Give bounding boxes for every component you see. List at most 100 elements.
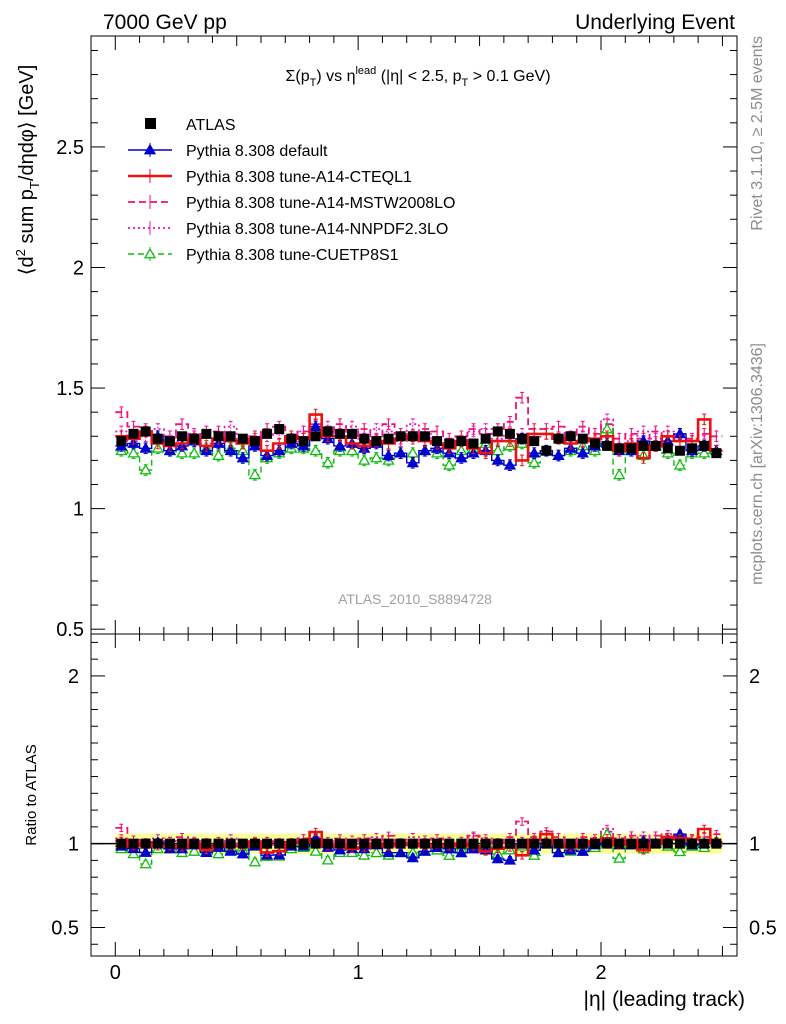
- plot-title: Σ(pT) vs ηlead (|η| < 2.5, pT > 0.1 GeV): [285, 65, 550, 89]
- atlas-point: [638, 838, 649, 849]
- legend-pythia-8-308-tune-a14-cteql1-label: Pythia 8.308 tune-A14-CTEQL1: [186, 169, 412, 186]
- pythia-8-308-default-marker: [236, 451, 249, 463]
- main-series: [115, 391, 723, 481]
- legend-pythia-8-308-default-label: Pythia 8.308 default: [186, 143, 328, 160]
- pythia-8-308-tune-cuetp8s1-marker: [139, 463, 152, 475]
- atlas-point: [480, 838, 491, 849]
- ratio-x-axis: [114, 634, 723, 956]
- pythia-8-308-tune-cuetp8s1-marker: [188, 446, 201, 458]
- pythia-8-308-default-marker: [382, 449, 395, 460]
- atlas-point: [225, 431, 236, 442]
- legend-pythia-8-308-tune-cuetp8s1-marker: [143, 247, 157, 259]
- ratio-y-tick-label-right: 1: [749, 834, 760, 856]
- pythia-8-308-default-marker: [576, 446, 589, 458]
- atlas-point: [322, 838, 333, 849]
- atlas-point: [201, 428, 212, 439]
- atlas-point: [116, 838, 127, 849]
- atlas-point: [334, 838, 345, 849]
- atlas-point: [541, 838, 552, 849]
- pythia-8-308-tune-cuetp8s1-marker: [309, 444, 322, 456]
- pythia-8-308-tune-cuetp8s1-marker: [370, 846, 383, 858]
- pythia-8-308-default-marker: [552, 449, 565, 460]
- ratio-y-tick-label: 0.5: [51, 917, 79, 939]
- atlas-point: [602, 838, 613, 849]
- pythia-8-308-tune-cuetp8s1-marker: [358, 454, 371, 465]
- pythia-8-308-tune-cuetp8s1-marker: [345, 444, 359, 456]
- atlas-point: [310, 838, 321, 849]
- x-tick-label: 0: [110, 962, 121, 984]
- ratio-y-tick-label-right: 0.5: [749, 917, 777, 939]
- pythia-8-308-tune-a14-nnpdf2-3lo-line: [115, 828, 723, 850]
- pythia-8-308-tune-cuetp8s1-marker: [127, 847, 140, 859]
- ratio-y-axis: 0.5 0.5 1 1 2 2: [51, 641, 777, 945]
- atlas-point: [213, 838, 224, 849]
- main-x-axis: [114, 36, 723, 634]
- atlas-point: [699, 838, 710, 849]
- pythia-8-308-tune-cuetp8s1-marker: [309, 845, 322, 856]
- pythia-8-308-default-marker: [333, 439, 347, 451]
- pythia-8-308-default-marker: [418, 845, 432, 856]
- atlas-point: [383, 838, 394, 849]
- pythia-8-308-default-marker: [418, 444, 432, 456]
- atlas-point: [274, 424, 285, 435]
- pythia-8-308-tune-cuetp8s1-marker: [188, 845, 201, 856]
- atlas-point: [468, 838, 479, 849]
- atlas-point: [249, 838, 260, 849]
- pythia-8-308-tune-cuetp8s1-marker: [321, 853, 334, 865]
- legend-pythia-8-308-tune-cuetp8s1-label: Pythia 8.308 tune-CUETP8S1: [186, 247, 399, 264]
- rivet-label: Rivet 3.1.10, ≥ 2.5M events: [749, 36, 766, 231]
- atlas-point: [626, 838, 637, 849]
- atlas-point: [614, 443, 625, 454]
- atlas-point: [201, 838, 212, 849]
- ratio-panel: 0.5 0.5 1 1 2 2: [51, 633, 777, 957]
- pythia-8-308-tune-cuetp8s1-marker: [127, 446, 140, 458]
- legend-atlas-label: ATLAS: [186, 117, 236, 134]
- atlas-point: [298, 838, 309, 849]
- atlas-point: [504, 428, 515, 439]
- atlas-point: [589, 838, 600, 849]
- pythia-8-308-default-marker: [394, 846, 407, 858]
- ratio-frame: [90, 633, 738, 957]
- pythia-8-308-default-marker: [273, 444, 286, 456]
- atlas-point: [322, 426, 333, 437]
- atlas-point: [116, 436, 127, 447]
- ratio-y-tick-label: 1: [68, 834, 79, 856]
- atlas-point: [492, 426, 503, 437]
- pythia-8-308-default-marker: [455, 451, 468, 463]
- pythia-8-308-tune-cuetp8s1-marker: [212, 449, 225, 460]
- atlas-point: [468, 438, 479, 449]
- pythia-8-308-tune-cuetp8s1-marker: [613, 852, 626, 863]
- atlas-point: [504, 838, 515, 849]
- pythia-8-308-tune-cuetp8s1-marker: [673, 458, 687, 470]
- atlas-point: [419, 431, 430, 442]
- pythia-8-308-tune-cuetp8s1-marker: [698, 446, 711, 458]
- main-y-tick-label: 2.5: [56, 137, 84, 159]
- main-y-tick-label: 0.5: [56, 619, 84, 641]
- atlas-point: [662, 838, 673, 849]
- atlas-point: [529, 838, 540, 849]
- pythia-8-308-default-marker: [139, 846, 152, 857]
- pythia-8-308-default-marker: [455, 846, 468, 858]
- legend-atlas-marker: [145, 118, 156, 129]
- atlas-point: [638, 440, 649, 451]
- atlas-point: [517, 433, 528, 444]
- atlas-point: [189, 838, 200, 849]
- pythia-8-308-tune-cuetp8s1-marker: [673, 845, 687, 857]
- pythia-8-308-default-marker: [528, 446, 541, 458]
- atlas-point: [419, 838, 430, 849]
- header-right: Underlying Event: [575, 11, 735, 34]
- pythia-8-308-default-marker: [394, 446, 407, 458]
- atlas-point: [225, 838, 236, 849]
- atlas-point: [674, 838, 685, 849]
- pythia-8-308-tune-cuetp8s1-marker: [613, 468, 626, 480]
- atlas-point: [444, 838, 455, 849]
- x-axis-label: |η| (leading track): [584, 988, 745, 1011]
- atlas-point: [553, 433, 564, 444]
- pythia-8-308-default-marker: [224, 444, 237, 456]
- pythia-8-308-tune-cuetp8s1-marker: [528, 456, 541, 468]
- atlas-point: [650, 838, 661, 849]
- atlas-point: [456, 838, 467, 849]
- main-y-axis: 0.5 1 1.5 2 2.5: [56, 49, 737, 641]
- atlas-point: [128, 838, 139, 849]
- atlas-point: [140, 426, 151, 437]
